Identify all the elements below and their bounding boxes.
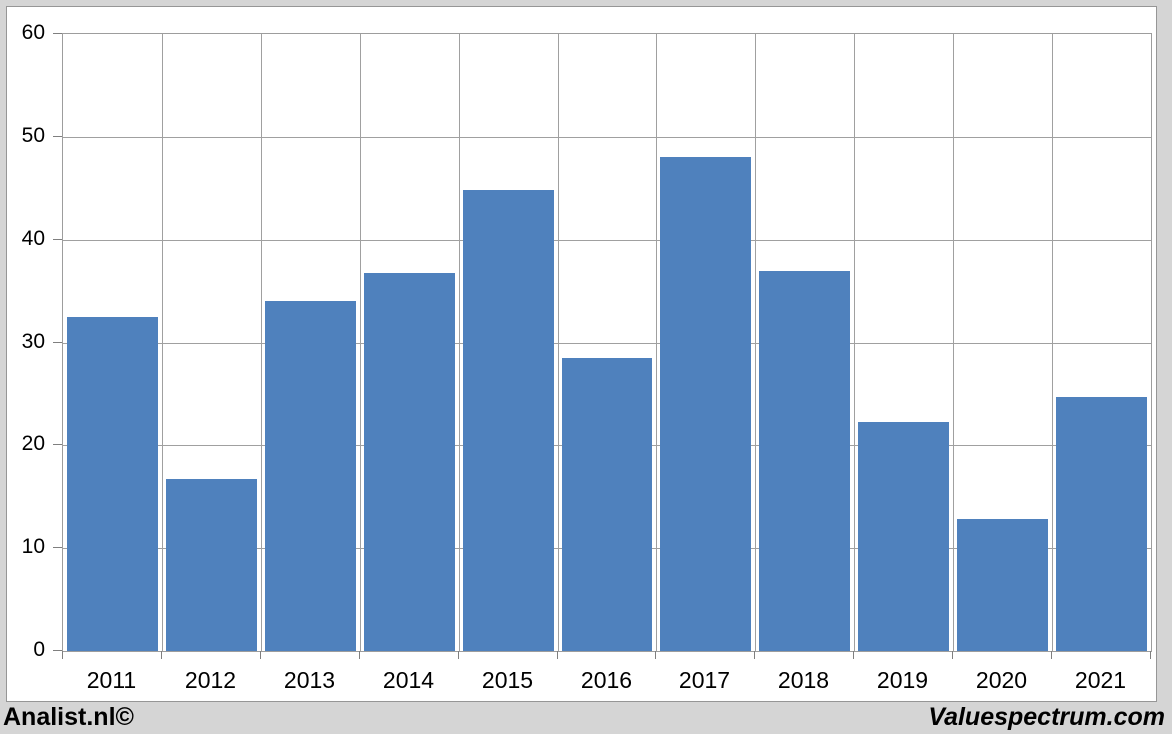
y-tick-mark <box>53 239 62 240</box>
gridline-vertical <box>1052 34 1053 651</box>
bar-2014 <box>363 273 455 651</box>
x-tick-mark <box>952 651 953 659</box>
analist-watermark: Analist.nl© <box>3 703 134 731</box>
gridline-vertical <box>162 34 163 651</box>
x-tick-label: 2011 <box>86 667 137 693</box>
bar-2018 <box>759 271 851 651</box>
y-tick-label: 60 <box>21 21 45 44</box>
valuespectrum-watermark: Valuespectrum.com <box>928 703 1165 731</box>
gridline-vertical <box>656 34 657 651</box>
bar-2016 <box>561 358 653 651</box>
x-tick-label: 2017 <box>678 667 731 693</box>
gridline-vertical <box>953 34 954 651</box>
x-tick-mark <box>1150 651 1151 659</box>
x-tick-label: 2016 <box>580 667 633 693</box>
x-tick-mark <box>458 651 459 659</box>
bar-2015 <box>462 190 554 651</box>
bar-2012 <box>165 479 257 651</box>
x-tick-label: 2019 <box>876 667 929 693</box>
gridline-horizontal <box>63 136 1151 138</box>
plot-area <box>62 33 1152 652</box>
y-tick-label: 30 <box>21 330 45 353</box>
gridline-vertical <box>755 34 756 651</box>
x-tick-mark <box>161 651 162 659</box>
x-tick-label: 2018 <box>777 667 830 693</box>
gridline-vertical <box>854 34 855 651</box>
x-tick-mark <box>853 651 854 659</box>
gridline-vertical <box>459 34 460 651</box>
y-tick-label: 20 <box>21 432 45 455</box>
bar-2017 <box>660 157 752 651</box>
x-tick-mark <box>62 651 63 659</box>
y-tick-mark <box>53 136 62 137</box>
bar-2021 <box>1056 397 1147 651</box>
gridline-vertical <box>558 34 559 651</box>
x-tick-mark <box>754 651 755 659</box>
bar-2019 <box>858 422 950 651</box>
x-tick-label: 2013 <box>283 667 336 693</box>
x-tick-mark <box>359 651 360 659</box>
x-tick-label: 2014 <box>382 667 435 693</box>
x-tick-mark <box>557 651 558 659</box>
gridline-vertical <box>360 34 361 651</box>
gridline-vertical <box>261 34 262 651</box>
x-tick-label: 2020 <box>975 667 1028 693</box>
y-tick-mark <box>53 547 62 548</box>
x-tick-label: 2021 <box>1074 667 1127 693</box>
y-tick-label: 10 <box>21 535 45 558</box>
x-tick-mark <box>655 651 656 659</box>
y-tick-label: 50 <box>21 124 45 147</box>
y-tick-label: 40 <box>21 227 45 250</box>
y-tick-mark <box>53 33 62 34</box>
gridline-horizontal <box>63 342 1151 344</box>
y-tick-mark <box>53 444 62 445</box>
x-tick-label: 2012 <box>184 667 237 693</box>
x-tick-mark <box>1051 651 1052 659</box>
y-tick-label: 0 <box>33 638 45 661</box>
x-tick-label: 2015 <box>481 667 534 693</box>
bar-2013 <box>264 301 356 651</box>
bar-2011 <box>67 317 158 651</box>
gridline-horizontal <box>63 239 1151 241</box>
y-tick-mark <box>53 650 62 651</box>
x-tick-mark <box>260 651 261 659</box>
chart-area: 0 10 20 30 40 50 60 2011 2012 2013 2014 2015 2016 20… <box>6 6 1157 702</box>
y-tick-mark <box>53 342 62 343</box>
bar-2020 <box>957 519 1049 651</box>
